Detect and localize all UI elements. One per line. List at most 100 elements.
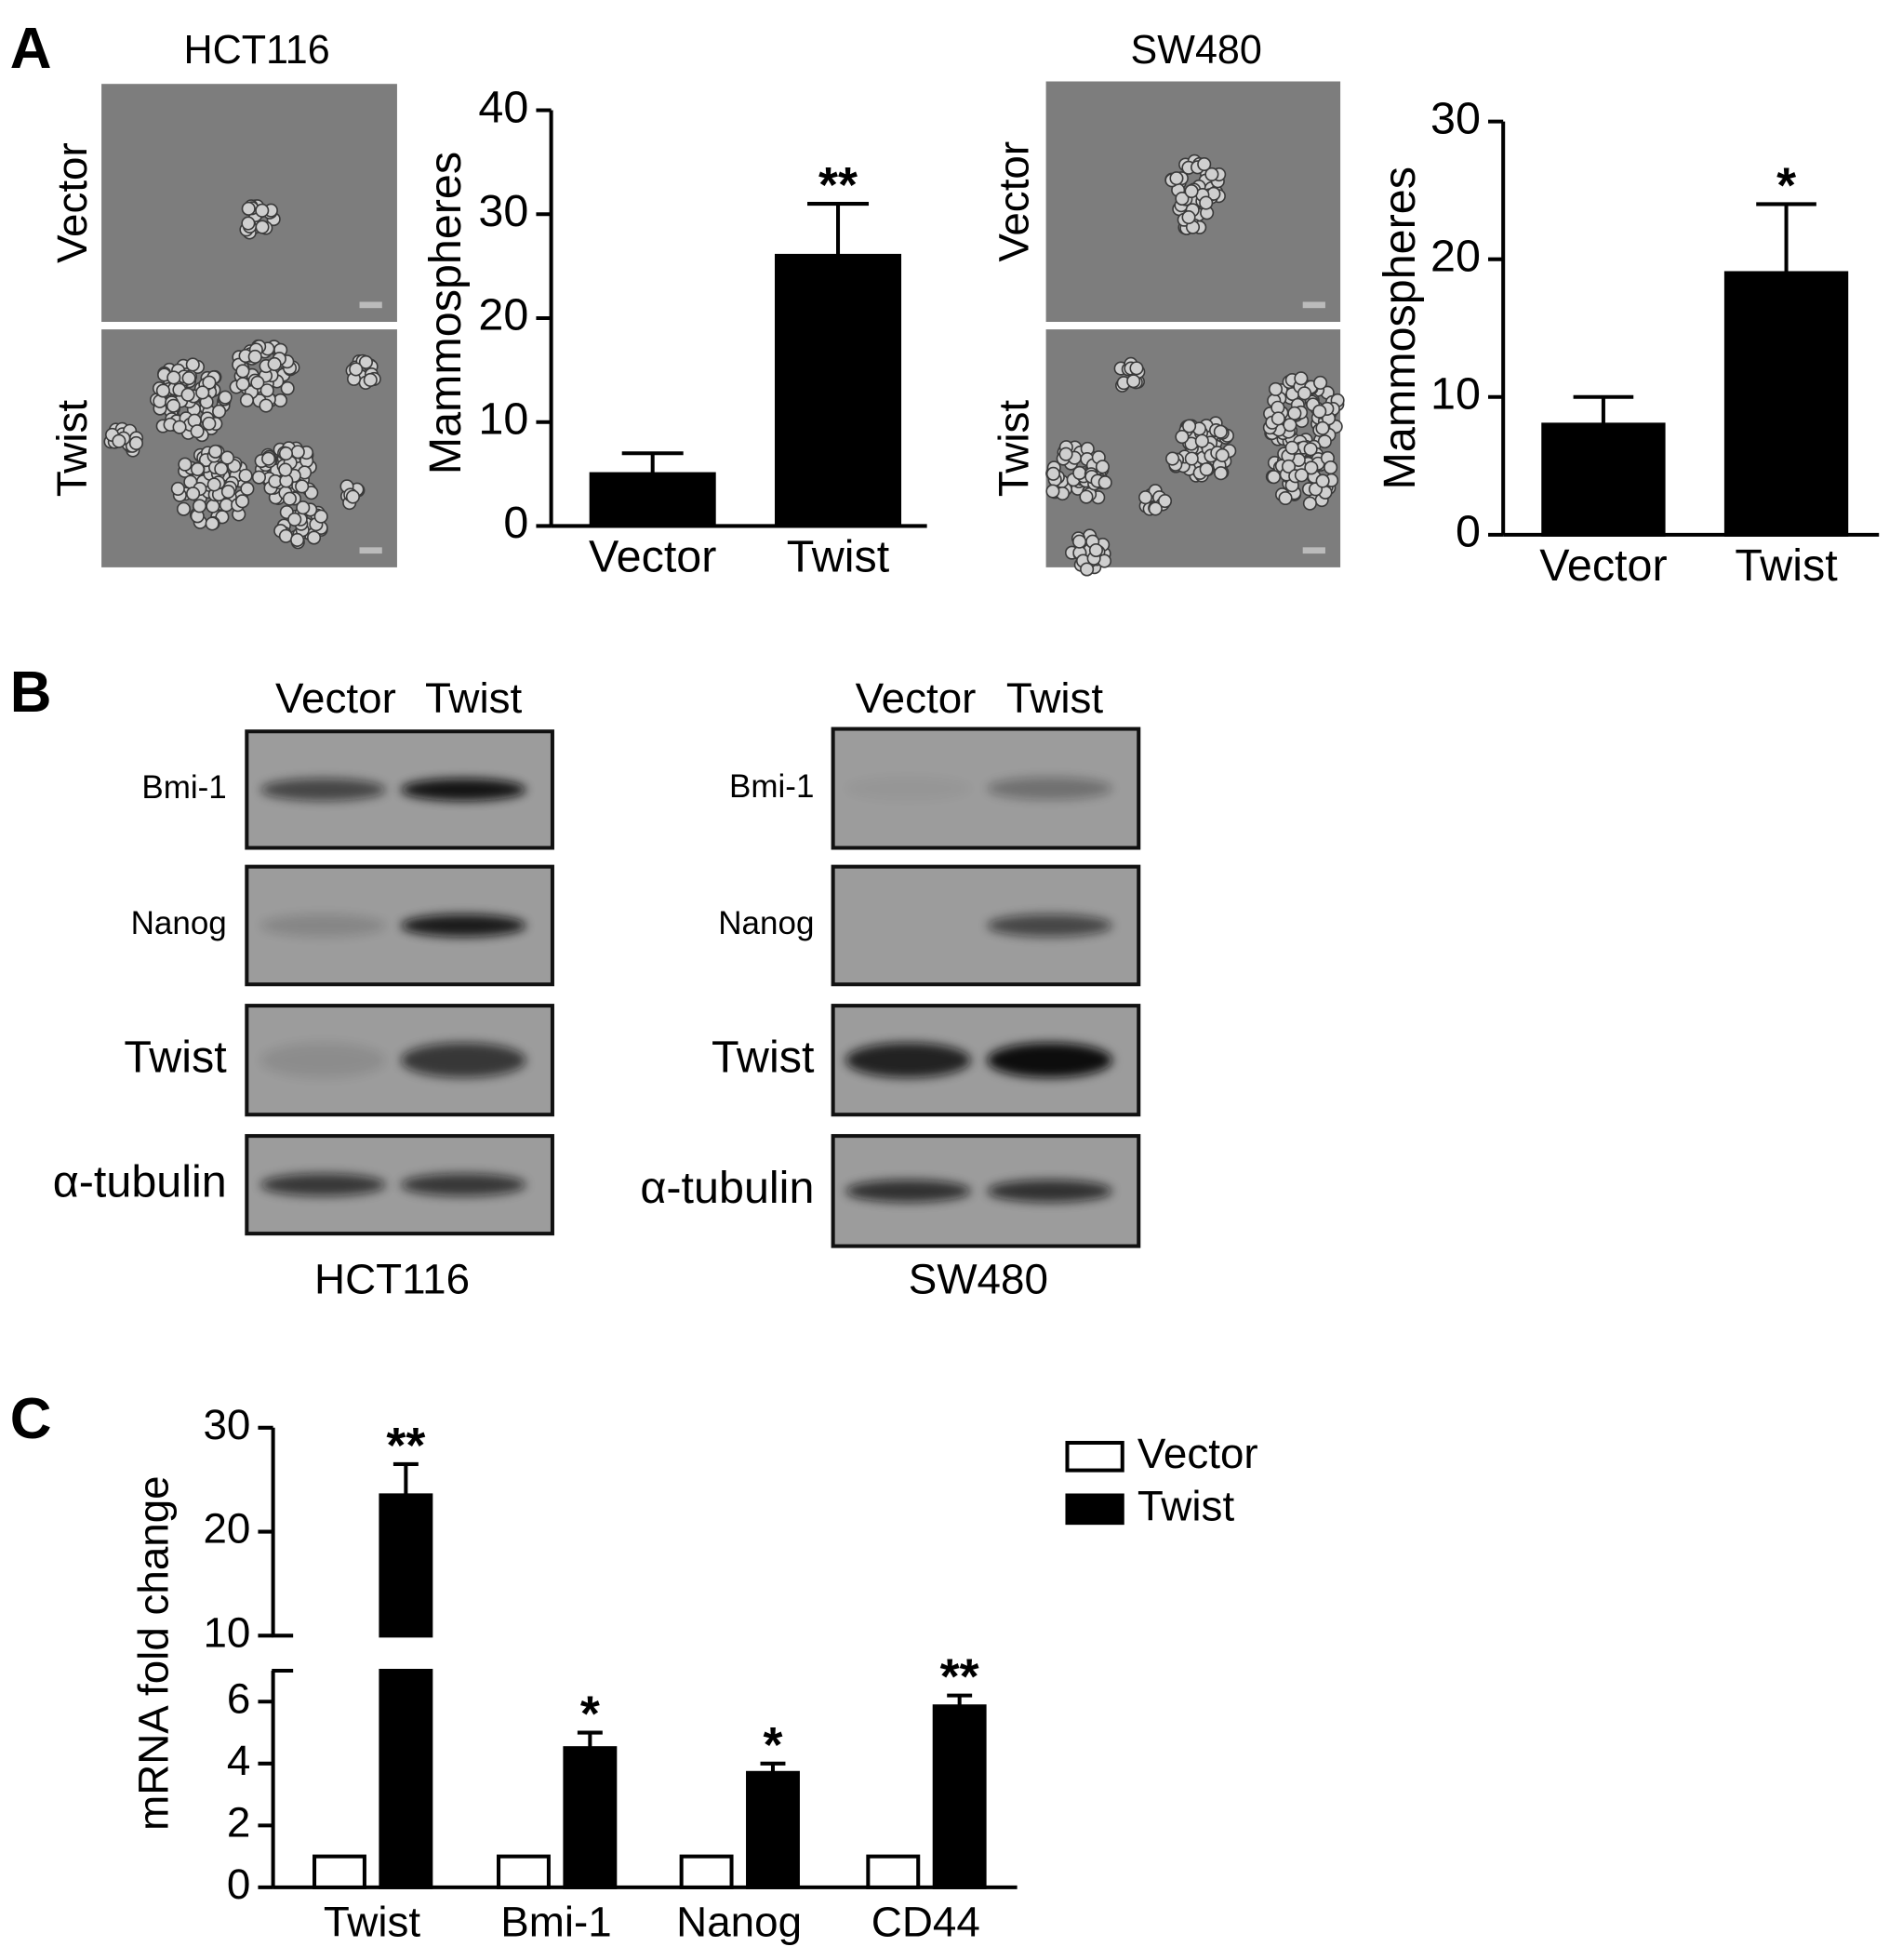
cell bbox=[1304, 460, 1319, 475]
cell bbox=[1197, 156, 1212, 172]
cell bbox=[214, 461, 229, 476]
x-tick-label: Bmi-1 bbox=[500, 1898, 612, 1945]
cell bbox=[1199, 461, 1214, 477]
cell bbox=[259, 383, 274, 398]
cell bbox=[1294, 468, 1309, 483]
bar bbox=[497, 1854, 551, 1889]
cell bbox=[185, 357, 200, 372]
scale-bar bbox=[359, 301, 382, 309]
cell bbox=[358, 354, 373, 369]
cell bbox=[290, 445, 305, 460]
lane-label: Vector bbox=[856, 674, 977, 722]
protein-label: Twist bbox=[712, 1032, 815, 1082]
cell bbox=[1214, 466, 1229, 481]
cell bbox=[1281, 459, 1297, 473]
cell bbox=[1302, 496, 1317, 511]
y-axis-label: Mammospheres bbox=[420, 152, 471, 474]
cell bbox=[220, 485, 235, 500]
cell bbox=[202, 416, 217, 431]
band bbox=[400, 1173, 526, 1196]
cell bbox=[255, 203, 270, 218]
legend-label: Twist bbox=[1137, 1482, 1235, 1529]
scale-bar bbox=[359, 547, 382, 554]
cell bbox=[1157, 493, 1173, 509]
cell bbox=[1138, 490, 1153, 505]
cell bbox=[1165, 451, 1180, 466]
cell bbox=[278, 528, 293, 543]
cell bbox=[195, 385, 210, 400]
protein-label: α-tubulin bbox=[640, 1163, 814, 1213]
cell bbox=[1284, 440, 1299, 455]
error-bar bbox=[947, 1693, 973, 1707]
cell bbox=[363, 372, 378, 387]
cell bbox=[235, 377, 250, 392]
cell bbox=[1278, 490, 1293, 506]
cell bbox=[1072, 534, 1087, 549]
significance: ** bbox=[818, 157, 858, 213]
y-tick-label: 2 bbox=[227, 1798, 250, 1846]
cell bbox=[1315, 420, 1330, 435]
band bbox=[987, 1042, 1112, 1078]
image-title: HCT116 bbox=[183, 28, 329, 73]
cell bbox=[251, 470, 266, 485]
bar bbox=[589, 472, 716, 528]
cell bbox=[1095, 460, 1110, 474]
cell bbox=[1204, 167, 1219, 181]
cell bbox=[1126, 374, 1141, 389]
band bbox=[987, 1180, 1112, 1203]
cell bbox=[176, 501, 192, 516]
cell bbox=[1184, 451, 1199, 466]
cell bbox=[1283, 418, 1297, 433]
cell bbox=[155, 383, 170, 398]
bar bbox=[932, 1704, 987, 1889]
cell bbox=[1181, 210, 1196, 225]
panel-label: C bbox=[10, 1387, 52, 1451]
cell bbox=[278, 447, 294, 461]
cell bbox=[1175, 430, 1190, 445]
cell bbox=[1045, 466, 1060, 481]
cell bbox=[1297, 386, 1312, 401]
cell bbox=[1199, 195, 1214, 210]
band bbox=[400, 1042, 526, 1078]
image-row-label: Vector bbox=[48, 142, 96, 263]
cell bbox=[1148, 501, 1163, 516]
bar bbox=[313, 1854, 366, 1889]
y-axis-label: mRNA fold change bbox=[129, 1475, 177, 1831]
protein-label: α-tubulin bbox=[53, 1156, 227, 1207]
cell bbox=[280, 380, 295, 395]
cell bbox=[313, 509, 328, 524]
cell bbox=[1072, 465, 1087, 480]
x-tick-label: Twist bbox=[1735, 540, 1838, 591]
cell bbox=[282, 491, 297, 506]
scale-bar bbox=[1302, 301, 1325, 309]
protein-label: Bmi-1 bbox=[141, 769, 226, 806]
x-tick-label: Nanog bbox=[676, 1898, 802, 1945]
band bbox=[987, 777, 1112, 800]
cell bbox=[178, 457, 193, 472]
protein-label: Nanog bbox=[131, 905, 227, 941]
cell bbox=[255, 220, 270, 234]
cell bbox=[180, 387, 195, 402]
x-tick-label: CD44 bbox=[871, 1898, 980, 1945]
cell bbox=[212, 404, 227, 419]
significance: ** bbox=[386, 1418, 425, 1473]
cell bbox=[239, 393, 254, 407]
cell bbox=[234, 494, 250, 509]
cell bbox=[307, 530, 322, 545]
error-bar bbox=[807, 202, 870, 256]
cell bbox=[1315, 473, 1330, 488]
error-bar bbox=[1573, 394, 1634, 425]
bar bbox=[746, 1770, 800, 1889]
band bbox=[400, 778, 526, 801]
x-tick-label: Vector bbox=[589, 532, 716, 582]
error-bar bbox=[621, 451, 684, 474]
cell bbox=[261, 451, 276, 466]
cell bbox=[1303, 442, 1318, 457]
lane-label: Twist bbox=[1006, 674, 1104, 722]
band bbox=[260, 1042, 386, 1078]
error-bar bbox=[760, 1761, 786, 1773]
lane-label: Twist bbox=[425, 674, 523, 722]
cell bbox=[218, 390, 233, 405]
cell bbox=[186, 487, 201, 501]
cell bbox=[290, 532, 305, 547]
